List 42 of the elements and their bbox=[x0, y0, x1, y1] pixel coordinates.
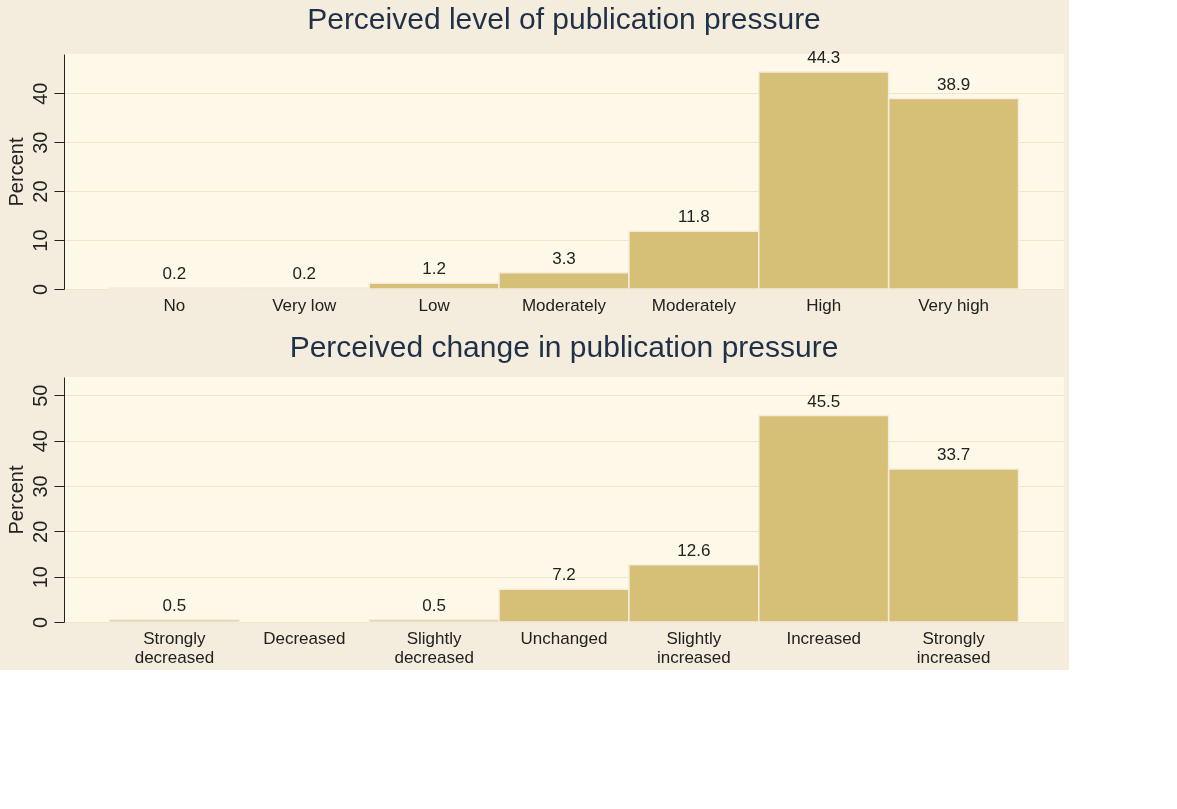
y-tick-label: 20 bbox=[28, 180, 51, 203]
data-label: 0.5 bbox=[422, 595, 446, 615]
x-tick-label: Decreased bbox=[263, 628, 346, 648]
y-tick-label: 10 bbox=[28, 229, 51, 252]
data-label: 1.2 bbox=[422, 259, 446, 279]
x-tick-label: Strongly increased bbox=[916, 628, 991, 667]
x-tick-label: Very low bbox=[272, 295, 338, 315]
data-label: 44.3 bbox=[807, 48, 841, 68]
data-label: 38.9 bbox=[937, 74, 971, 94]
x-tick-label: Slightly decreased bbox=[394, 628, 474, 667]
data-label: 3.3 bbox=[552, 248, 576, 268]
x-tick-label: Low bbox=[418, 295, 451, 315]
x-tick-label: Moderately bbox=[521, 295, 607, 315]
data-label: 11.8 bbox=[677, 207, 710, 227]
data-label: 45.5 bbox=[807, 391, 841, 411]
x-tick-label: Increased bbox=[786, 628, 862, 648]
x-tick-label: Strongly decreased bbox=[134, 628, 215, 667]
y-tick-label: 10 bbox=[28, 566, 51, 589]
y-tick-label: 20 bbox=[28, 520, 51, 543]
y-tick-label: 40 bbox=[28, 429, 51, 453]
x-tick-label: Slightly increased bbox=[657, 628, 731, 667]
chart-title: Perceived change in publication pressure bbox=[289, 330, 839, 363]
x-tick-label: Very high bbox=[918, 295, 990, 315]
data-label: 0.2 bbox=[292, 264, 317, 284]
data-label: 7.2 bbox=[552, 565, 576, 585]
y-tick-label: 50 bbox=[28, 384, 51, 407]
y-tick-label: 30 bbox=[28, 475, 51, 498]
x-tick-label: No bbox=[163, 295, 186, 315]
data-label: 33.7 bbox=[937, 445, 971, 465]
data-label: 12.6 bbox=[677, 540, 711, 560]
data-label: 0.5 bbox=[162, 595, 187, 615]
y-axis-title: Percent bbox=[4, 137, 27, 207]
x-tick-label: Moderately bbox=[651, 295, 737, 315]
y-axis-title: Percent bbox=[4, 465, 27, 535]
chart-title: Perceived level of publication pressure bbox=[307, 2, 821, 36]
y-tick-label: 30 bbox=[28, 131, 51, 154]
y-tick-label: 40 bbox=[28, 82, 51, 105]
x-tick-label: High bbox=[806, 295, 842, 315]
y-tick-label: 0 bbox=[28, 283, 51, 296]
data-label: 0.2 bbox=[162, 264, 187, 284]
x-tick-label: Unchanged bbox=[520, 628, 608, 648]
y-tick-label: 0 bbox=[28, 616, 51, 629]
